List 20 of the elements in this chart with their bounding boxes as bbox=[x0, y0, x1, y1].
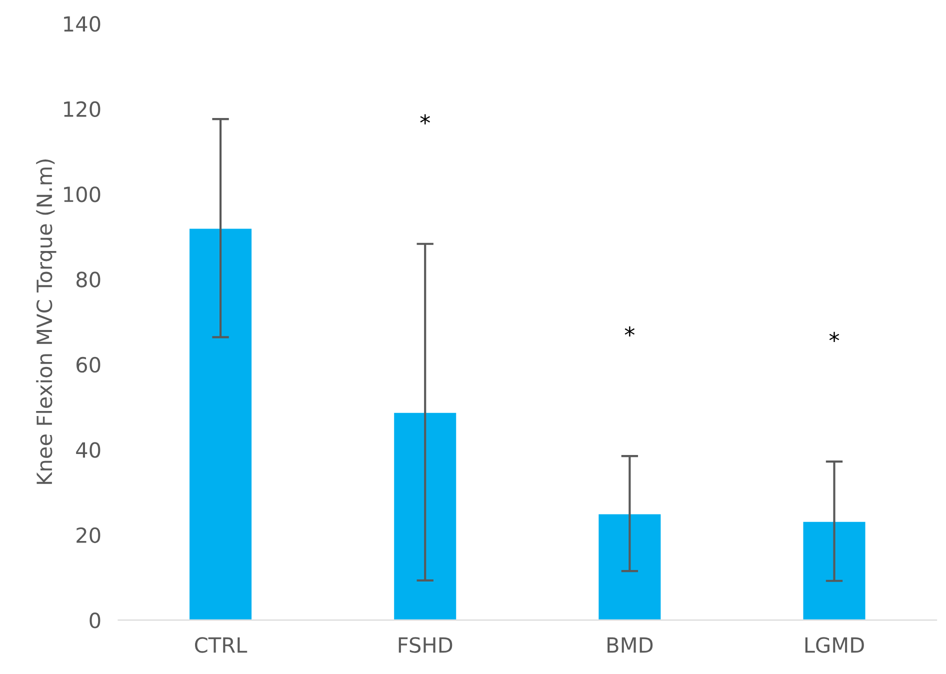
annotation: * bbox=[624, 326, 635, 337]
y-tick-label: 80 bbox=[76, 272, 100, 288]
y-tick-label: 100 bbox=[64, 186, 100, 202]
y-tick-label: 0 bbox=[90, 612, 100, 628]
x-tick-label: BMD bbox=[608, 637, 653, 653]
y-tick-label: 120 bbox=[64, 101, 100, 118]
y-tick-label: 40 bbox=[76, 442, 100, 458]
y-tick-label: 140 bbox=[64, 16, 100, 32]
y-axis-title: Knee Flexion MVC Torque (N.m) bbox=[36, 160, 56, 484]
bar bbox=[188, 227, 253, 620]
bar bbox=[392, 411, 458, 620]
annotation: * bbox=[829, 332, 840, 342]
annotation: * bbox=[420, 114, 430, 124]
x-tick-label: CTRL bbox=[195, 637, 248, 653]
x-tick-label: FSHD bbox=[398, 637, 452, 653]
y-tick-label: 60 bbox=[76, 356, 100, 373]
bar bbox=[802, 520, 867, 620]
bar bbox=[597, 512, 662, 620]
x-tick-label: LGMD bbox=[805, 637, 864, 653]
y-tick-label: 20 bbox=[76, 527, 100, 544]
